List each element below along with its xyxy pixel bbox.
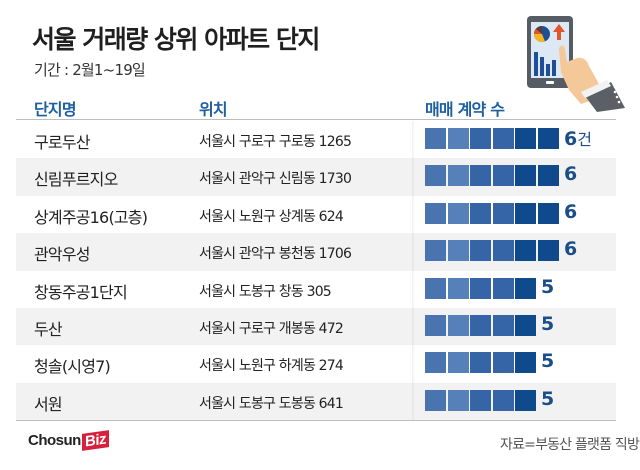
complex-location: 서울시 관악구 신림동 1730 <box>199 171 352 188</box>
count-bar <box>425 127 560 151</box>
table-row: 창동주공1단지 서울시 도봉구 창동 305 5 <box>16 271 616 308</box>
count-value: 6 <box>564 200 578 223</box>
count-value: 5 <box>541 275 555 298</box>
count-bar <box>425 202 560 226</box>
complex-location: 서울시 구로구 개봉동 472 <box>199 320 344 337</box>
table-row: 두산 서울시 구로구 개봉동 472 5 <box>16 307 616 346</box>
complex-location: 서울시 노원구 상계동 624 <box>199 208 344 225</box>
table-body: 구로두산 서울시 구로구 구로동 1265 6건 신림푸르지오 서울시 관악구 … <box>16 121 616 422</box>
table-row: 상계주공16(고층) 서울시 노원구 상계동 624 6 <box>16 196 616 233</box>
complex-location: 서울시 도봉구 창동 305 <box>199 283 332 300</box>
column-header-count: 매매 계약 수 <box>425 100 505 119</box>
table-row: 관악우성 서울시 관악구 봉천동 1706 6 <box>16 233 616 271</box>
complex-name: 두산 <box>34 319 63 339</box>
count-bar <box>425 277 538 301</box>
complex-location: 서울시 도봉구 도봉동 641 <box>199 395 344 412</box>
count-bar <box>425 389 538 413</box>
count-bar <box>425 239 560 263</box>
table-row: 청솔(시영7) 서울시 노원구 하계동 274 5 <box>16 345 616 382</box>
complex-name: 신림푸르지오 <box>34 170 118 190</box>
count-value: 5 <box>541 312 555 335</box>
count-value: 6 <box>564 238 578 261</box>
complex-name: 청솔(시영7) <box>34 357 111 377</box>
complex-name: 창동주공1단지 <box>34 282 128 302</box>
count-value: 5 <box>541 350 555 373</box>
table-row: 구로두산 서울시 구로구 구로동 1265 6건 <box>16 121 616 158</box>
complex-name: 구로두산 <box>34 133 90 152</box>
chosunbiz-logo: Chosun Biz <box>28 430 109 451</box>
complex-name: 상계주공16(고층) <box>34 207 148 227</box>
period-subtitle: 기간 : 2월1~19일 <box>34 61 146 79</box>
count-bar <box>425 351 538 375</box>
column-divider <box>412 121 415 420</box>
table-header: 단지명 위치 매매 계약 수 <box>16 95 616 120</box>
table-row: 신림푸르지오 서울시 관악구 신림동 1730 6 <box>16 158 616 196</box>
complex-location: 서울시 구로구 구로동 1265 <box>199 134 352 150</box>
source-credit: 자료=부동산 플랫폼 직방 <box>500 437 640 453</box>
count-value: 6 <box>564 163 578 186</box>
count-value: 5 <box>541 387 555 410</box>
tablet-chart-hand-icon <box>527 16 625 112</box>
complex-name: 관악우성 <box>34 245 90 265</box>
count-unit: 건 <box>577 130 592 149</box>
complex-location: 서울시 관악구 봉천동 1706 <box>199 246 352 263</box>
complex-location: 서울시 노원구 하계동 274 <box>199 358 344 375</box>
page-title: 서울 거래량 상위 아파트 단지 <box>32 25 320 54</box>
count-bar <box>425 314 538 338</box>
complex-name: 서원 <box>34 394 63 414</box>
column-header-name: 단지명 <box>34 100 77 119</box>
count-value: 6건 <box>564 128 592 150</box>
column-header-location: 위치 <box>199 100 228 119</box>
count-bar <box>425 164 560 188</box>
table-row: 서원 서울시 도봉구 도봉동 641 5 <box>16 382 616 422</box>
